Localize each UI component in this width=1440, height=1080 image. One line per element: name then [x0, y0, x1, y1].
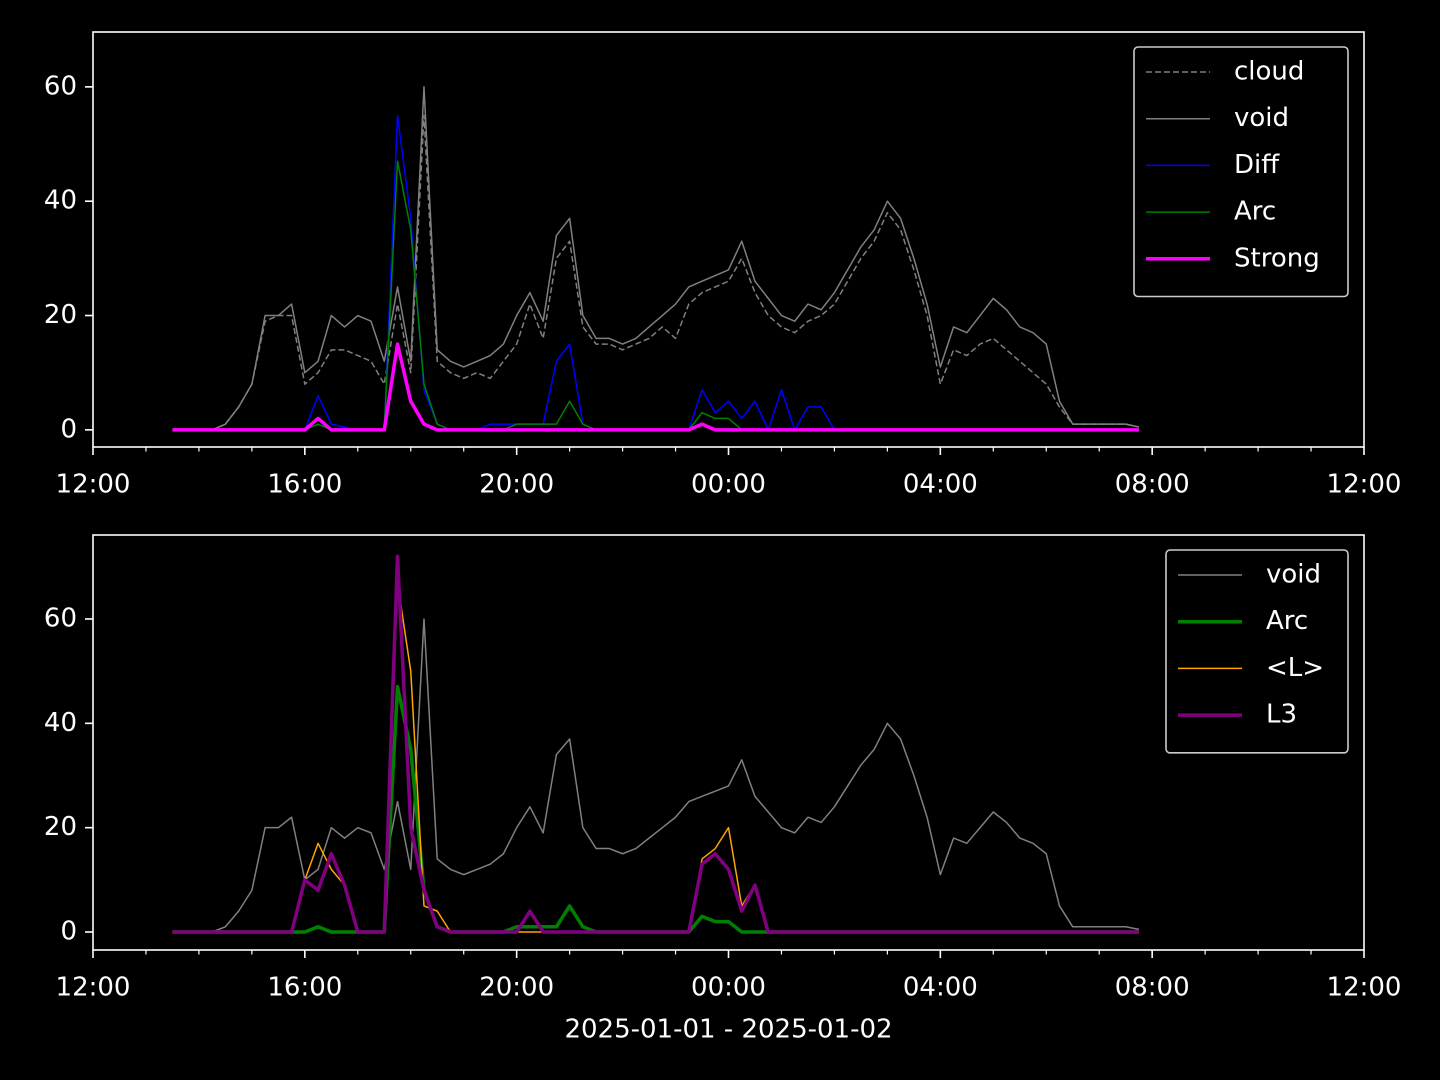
legend-label: cloud	[1234, 57, 1304, 87]
legend-label: L3	[1266, 700, 1297, 730]
x-tick-label: 12:00	[1327, 973, 1402, 1003]
legend-label: Arc	[1234, 197, 1276, 227]
x-tick-label: 16:00	[267, 470, 342, 500]
y-tick-label: 0	[60, 414, 77, 444]
series-line	[172, 86, 1140, 431]
legend-box	[1165, 549, 1349, 754]
legend-label: Diff	[1234, 150, 1280, 180]
x-tick-label: 12:00	[56, 973, 131, 1003]
x-tick-label: 04:00	[903, 470, 978, 500]
x-tick-label: 08:00	[1115, 973, 1190, 1003]
series-line	[172, 342, 1139, 432]
legend-label: void	[1266, 560, 1321, 590]
y-tick-label: 20	[44, 812, 77, 842]
y-tick-label: 60	[44, 603, 77, 633]
x-tick-label: 12:00	[1327, 470, 1402, 500]
legend-label: Strong	[1234, 243, 1320, 273]
y-tick-label: 40	[44, 186, 77, 216]
legend-label: Arc	[1266, 606, 1308, 636]
series-line	[172, 618, 1140, 933]
x-tick-label: 08:00	[1115, 470, 1190, 500]
series-line	[172, 114, 1140, 431]
x-tick-label: 20:00	[479, 973, 554, 1003]
legend-label: <L>	[1266, 653, 1324, 683]
x-tick-label: 20:00	[479, 470, 554, 500]
series-line	[172, 554, 1139, 934]
y-tick-label: 40	[44, 708, 77, 738]
y-tick-label: 60	[44, 71, 77, 101]
x-tick-label: 00:00	[691, 973, 766, 1003]
x-tick-label: 12:00	[56, 470, 131, 500]
y-tick-label: 0	[60, 917, 77, 947]
legend-box	[1133, 46, 1349, 298]
x-tick-label: 16:00	[267, 973, 342, 1003]
x-tick-label: 00:00	[691, 470, 766, 500]
x-axis-label: 2025-01-01 - 2025-01-02	[564, 1015, 892, 1045]
x-tick-label: 04:00	[903, 973, 978, 1003]
legend-label: void	[1234, 103, 1289, 133]
y-tick-label: 20	[44, 300, 77, 330]
